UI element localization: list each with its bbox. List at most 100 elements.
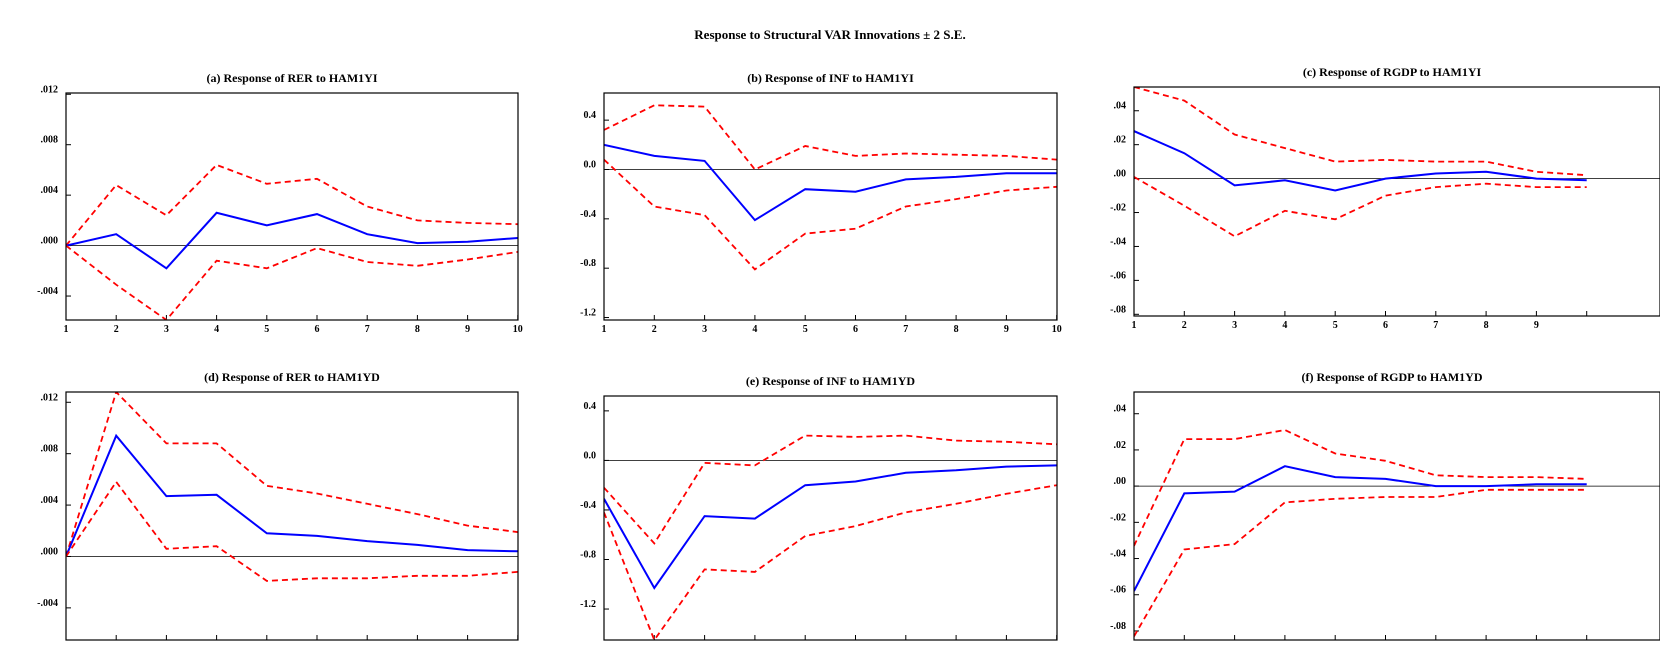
plot-area	[604, 434, 1057, 640]
lower-band-line	[66, 480, 518, 582]
panel-title: (a) Response of RER to HAM1YI	[207, 71, 378, 85]
plot-area	[66, 163, 518, 320]
x-tick-label: 8	[954, 324, 959, 335]
response-line	[66, 211, 518, 270]
x-tick-label: 6	[315, 324, 320, 335]
y-tick-label: .000	[41, 546, 59, 557]
y-tick-label: 0.4	[584, 110, 597, 121]
y-tick-label: .02	[1114, 135, 1127, 146]
response-line	[604, 464, 1057, 590]
x-tick-label: 7	[1433, 320, 1438, 331]
x-tick-label: 10	[1052, 324, 1062, 335]
panel-a: (a) Response of RER to HAM1YI .012 .008 .00…	[37, 71, 523, 335]
y-tick-label: -1.2	[580, 599, 596, 610]
y-tick-label: .00	[1114, 169, 1127, 180]
lower-band-line	[604, 158, 1057, 271]
x-tick-label: 8	[1484, 320, 1489, 331]
y-tick-label: -.004	[37, 598, 58, 609]
panel-d: (d) Response of RER to HAM1YD .012 .008 .00…	[37, 370, 519, 641]
panel-frame	[603, 92, 1058, 321]
y-tick-label: 0.0	[584, 450, 597, 461]
upper-band-line	[604, 104, 1057, 171]
plot-area	[1134, 87, 1587, 238]
panel-frame	[603, 395, 1058, 641]
x-tick-label: 9	[1004, 324, 1009, 335]
y-tick-label: 0.0	[584, 159, 597, 170]
lower-band-line	[66, 244, 518, 320]
y-tick-label: -0.8	[580, 549, 596, 560]
y-tick-label: -.08	[1110, 621, 1126, 632]
plot-area	[604, 104, 1057, 271]
x-tick-label: 7	[903, 324, 908, 335]
panel-c: (c) Response of RGDP to HAM1YI .04 .02 .00 -…	[1110, 65, 1660, 331]
x-tick-label: 2	[1182, 320, 1187, 331]
lower-band-line	[1134, 488, 1587, 637]
x-tick-label: 4	[752, 324, 757, 335]
x-tick-label: 3	[164, 324, 169, 335]
panel-title: (c) Response of RGDP to HAM1YI	[1303, 65, 1482, 79]
y-tick-label: -1.2	[580, 308, 596, 319]
lower-band-line	[1134, 176, 1587, 238]
panel-e: (e) Response of INF to HAM1YD 0.4 0.0 -0.4 -…	[580, 374, 1058, 641]
y-tick-label: -.06	[1110, 585, 1126, 596]
y-tick-label: .00	[1114, 476, 1127, 487]
x-tick-label: 8	[415, 324, 420, 335]
x-tick-label: 3	[1232, 320, 1237, 331]
panel-frame	[1133, 391, 1660, 641]
y-tick-label: -.08	[1110, 304, 1126, 315]
panel-frame	[65, 92, 519, 321]
y-tick-label: .008	[41, 135, 59, 146]
y-tick-label: -.02	[1110, 512, 1126, 523]
y-tick-label: .012	[41, 84, 59, 95]
x-tick-label: 7	[365, 324, 370, 335]
x-tick-label: 5	[803, 324, 808, 335]
y-tick-label: .04	[1114, 404, 1127, 415]
upper-band-line	[1134, 429, 1587, 547]
y-tick-label: -.06	[1110, 270, 1126, 281]
upper-band-line	[66, 392, 518, 557]
x-tick-label: 1	[1132, 320, 1137, 331]
y-tick-label: -0.4	[580, 209, 596, 220]
x-tick-label: 9	[1534, 320, 1539, 331]
y-tick-label: -.04	[1110, 549, 1126, 560]
figure-title: Response to Structural VAR Innovations ±…	[694, 27, 966, 42]
x-tick-label: 1	[602, 324, 607, 335]
x-tick-label: 2	[652, 324, 657, 335]
x-tick-label: 2	[114, 324, 119, 335]
y-tick-label: .004	[41, 495, 59, 506]
x-tick-label: 5	[264, 324, 269, 335]
panel-frame	[65, 391, 519, 641]
y-tick-label: .008	[41, 444, 59, 455]
x-tick-label: 10	[513, 324, 523, 335]
response-line	[66, 433, 518, 557]
y-tick-label: -0.8	[580, 258, 596, 269]
panel-b: (b) Response of INF to HAM1YI 0.4 0.0 -0.4 -…	[580, 71, 1062, 335]
plot-area	[66, 392, 518, 582]
response-line	[604, 143, 1057, 222]
y-tick-label: .04	[1114, 101, 1127, 112]
y-tick-label: 0.4	[584, 401, 597, 412]
x-tick-label: 6	[853, 324, 858, 335]
upper-band-line	[604, 434, 1057, 545]
y-tick-label: .012	[41, 392, 59, 403]
y-tick-label: .02	[1114, 440, 1127, 451]
y-tick-label: -.02	[1110, 203, 1126, 214]
x-tick-label: 9	[465, 324, 470, 335]
lower-band-line	[604, 484, 1057, 640]
panel-title: (b) Response of INF to HAM1YI	[747, 71, 914, 85]
panel-title: (d) Response of RER to HAM1YD	[204, 370, 380, 384]
y-tick-label: -.004	[37, 286, 58, 297]
x-tick-label: 4	[1282, 320, 1287, 331]
y-tick-label: -.04	[1110, 236, 1126, 247]
panel-title: (e) Response of INF to HAM1YD	[746, 374, 916, 388]
panel-title: (f) Response of RGDP to HAM1YD	[1302, 370, 1483, 384]
x-tick-label: 6	[1383, 320, 1388, 331]
x-tick-label: 5	[1333, 320, 1338, 331]
y-tick-label: .000	[41, 236, 59, 247]
y-tick-label: .004	[41, 185, 59, 196]
x-tick-label: 4	[214, 324, 219, 335]
response-line	[1134, 465, 1587, 592]
x-tick-label: 1	[64, 324, 69, 335]
y-tick-label: -0.4	[580, 500, 596, 511]
plot-area	[1134, 429, 1587, 637]
